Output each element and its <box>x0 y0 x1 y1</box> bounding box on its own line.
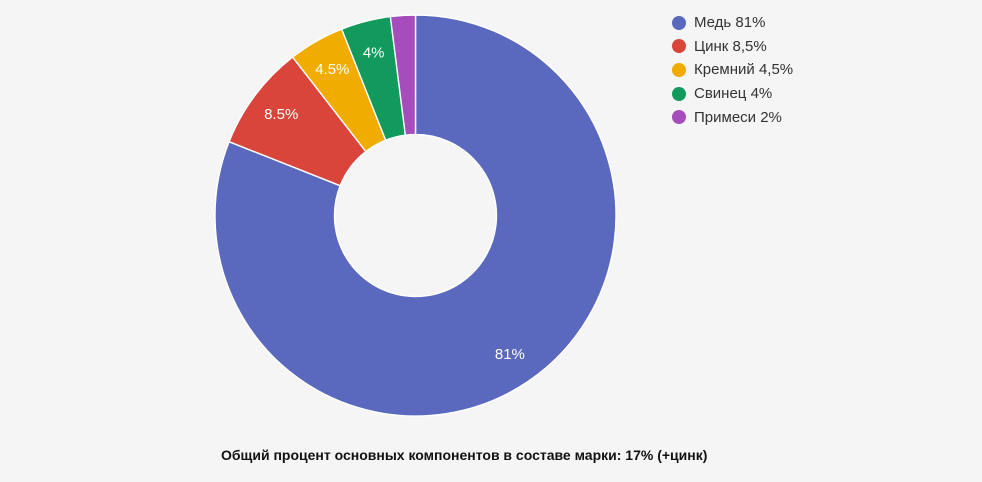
legend-item-label: Медь 81% <box>694 14 766 32</box>
legend-swatch-icon <box>672 86 686 101</box>
legend-item-label: Примеси 2% <box>694 108 782 126</box>
legend-item-5[interactable]: Примеси 2% <box>672 105 793 129</box>
legend-item-4[interactable]: Свинец 4% <box>672 82 793 106</box>
legend-swatch-icon <box>672 110 686 125</box>
legend-swatch-icon <box>672 62 686 77</box>
legend-swatch-icon <box>672 39 686 54</box>
legend-item-3[interactable]: Кремний 4,5% <box>672 58 793 82</box>
pie-slice-1[interactable] <box>214 14 617 417</box>
pie-slice-5[interactable] <box>389 14 417 136</box>
chart-caption: Общий процент основных компонентов в сос… <box>221 447 708 463</box>
slice-value-label: 8.5% <box>264 106 298 123</box>
slice-value-label: 81% <box>495 346 525 363</box>
legend-item-label: Цинк 8,5% <box>694 37 767 55</box>
slice-value-label: 4% <box>363 44 385 61</box>
slice-value-label: 4.5% <box>315 61 349 78</box>
legend-swatch-icon <box>672 15 686 30</box>
legend-item-2[interactable]: Цинк 8,5% <box>672 35 793 59</box>
legend-item-1[interactable]: Медь 81% <box>672 11 793 35</box>
chart-legend: Медь 81% Цинк 8,5% Кремний 4,5% Свинец 4% Пр… <box>672 11 793 129</box>
legend-item-label: Свинец 4% <box>694 85 773 103</box>
legend-item-label: Кремний 4,5% <box>694 61 794 79</box>
